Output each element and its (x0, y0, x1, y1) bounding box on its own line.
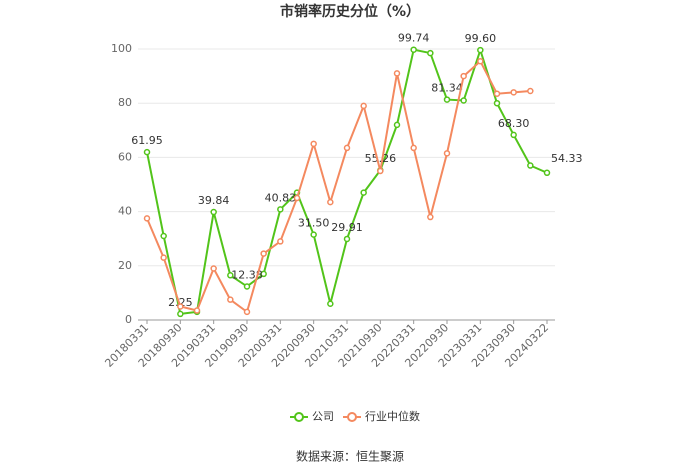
data-point (327, 300, 334, 307)
data-label: 81.34 (431, 82, 463, 95)
data-point (227, 296, 234, 303)
legend-swatch (347, 412, 357, 422)
y-tick-label: 60 (118, 150, 132, 163)
data-label: 39.84 (198, 194, 230, 207)
data-label: 68.30 (498, 117, 530, 130)
data-point (527, 162, 534, 169)
data-point (493, 90, 501, 97)
data-point (427, 213, 434, 221)
data-point (310, 140, 317, 148)
data-label: 29.91 (331, 221, 363, 234)
legend-label: 公司 (312, 410, 334, 423)
data-label: 99.60 (465, 32, 497, 45)
data-point (160, 254, 167, 261)
data-point (427, 49, 434, 57)
legend-label: 行业中位数 (365, 409, 420, 423)
data-point (360, 102, 367, 110)
chart-title: 市销率历史分位（%） (280, 3, 420, 20)
data-point (443, 96, 451, 103)
data-point (260, 250, 267, 257)
data-point (377, 167, 384, 175)
data-label: 2.25 (168, 296, 193, 309)
data-point (227, 272, 234, 279)
y-tick-label: 100 (111, 42, 132, 55)
series-line (146, 46, 548, 316)
data-label: 12.38 (231, 268, 263, 281)
data-point (443, 150, 451, 157)
data-point (160, 232, 167, 240)
data-label: 61.95 (131, 134, 163, 147)
data-point (493, 99, 501, 107)
data-point (393, 121, 401, 129)
data-point (393, 70, 401, 77)
data-label: 40.83 (265, 191, 297, 204)
data-point (510, 89, 517, 96)
data-point (527, 87, 534, 95)
data-point (293, 194, 301, 202)
data-point (210, 208, 217, 216)
data-point (477, 57, 484, 65)
data-point (243, 308, 251, 316)
data-point (210, 265, 217, 272)
data-label: 99.74 (398, 32, 430, 45)
data-point (243, 283, 251, 290)
data-point (410, 46, 417, 53)
source: 数据来源：恒生聚源 (296, 449, 404, 464)
data-point (343, 235, 351, 243)
data-label: 54.33 (551, 152, 583, 165)
data-point (460, 72, 467, 80)
data-point (143, 215, 151, 222)
data-point (310, 231, 317, 238)
data-point (277, 206, 284, 213)
data-point (510, 131, 517, 139)
data-point (410, 144, 417, 152)
data-point (343, 144, 351, 152)
legend-swatch (294, 412, 304, 422)
data-label: 55.26 (365, 152, 397, 165)
data-point (327, 198, 334, 206)
y-tick-label: 0 (125, 313, 132, 326)
data-point (177, 310, 184, 318)
y-tick-label: 80 (118, 96, 132, 109)
data-point (277, 238, 284, 245)
data-point (360, 189, 367, 196)
data-point (193, 307, 201, 314)
data-point (543, 169, 551, 177)
data-point (260, 270, 267, 278)
y-tick-label: 20 (118, 259, 132, 272)
data-label: 31.50 (298, 217, 330, 230)
data-point (177, 303, 184, 310)
y-tick-label: 40 (118, 205, 132, 218)
data-point (477, 46, 484, 54)
series-line (146, 59, 531, 314)
data-point (143, 148, 151, 156)
data-point (460, 97, 467, 104)
